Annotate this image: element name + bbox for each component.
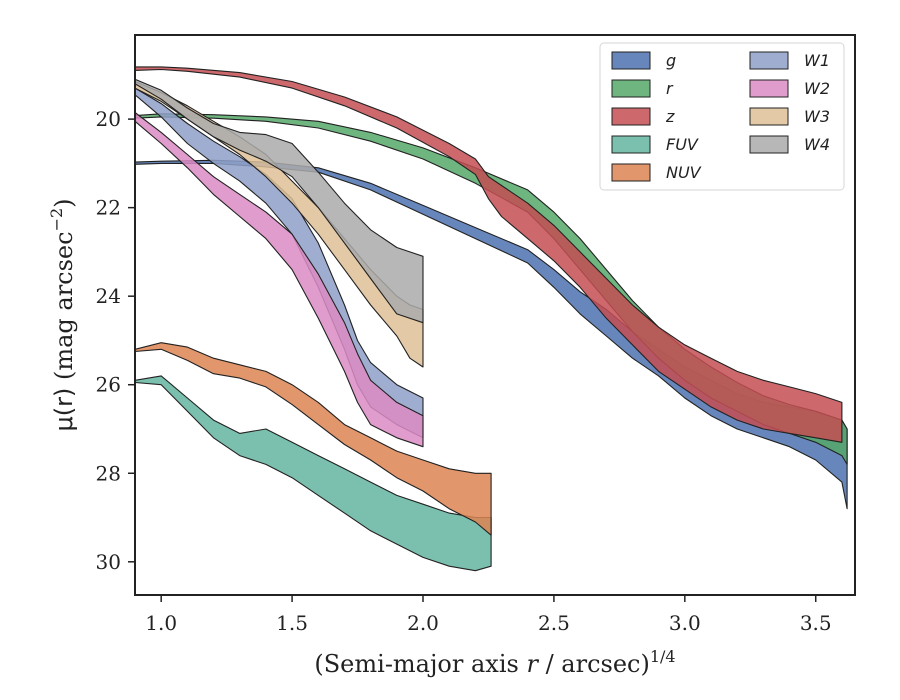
y-tick-label: 24 — [96, 284, 121, 308]
legend-swatch — [611, 135, 651, 154]
x-axis-title-exponent: 1/4 — [650, 647, 676, 666]
legend: grz FUV NUV W1 W2 W3 W4 — [599, 42, 845, 191]
series-bands — [135, 66, 848, 572]
legend-swatch — [611, 79, 651, 98]
band-w2 — [135, 111, 424, 448]
x-tick-label: 2.0 — [407, 611, 439, 635]
legend-swatch — [749, 79, 789, 98]
y-axis-title-exponent: −2 — [47, 208, 66, 232]
legend-label: W1 — [804, 51, 830, 70]
x-axis-title: (Semi-major axis r / arcsec)1/4 — [314, 647, 675, 678]
legend-label: z — [665, 107, 675, 126]
plot-area — [134, 34, 856, 596]
legend-label: W3 — [804, 107, 830, 126]
y-tick-label: 22 — [96, 196, 121, 220]
legend-label: r — [666, 79, 674, 98]
x-axis-title-var: r — [526, 650, 539, 678]
y-tick-label: 30 — [96, 550, 121, 574]
band-z — [135, 66, 843, 443]
legend-swatch — [749, 51, 789, 70]
y-tick-label: 28 — [96, 461, 121, 485]
x-tick-label: 2.5 — [538, 611, 570, 635]
legend-swatch — [749, 107, 789, 126]
legend-label: W4 — [804, 135, 830, 154]
legend-label: NUV — [666, 163, 702, 182]
x-tick-label: 1.0 — [145, 611, 177, 635]
y-axis-title-close: ) — [50, 198, 78, 207]
y-axis-ticks: 20 22 24 26 28 30 — [96, 107, 135, 574]
x-axis-title-unit: / arcsec) — [546, 650, 650, 678]
band-nuv — [135, 342, 492, 536]
x-tick-label: 3.0 — [669, 611, 701, 635]
legend-swatch — [749, 135, 789, 154]
x-axis-title-text: (Semi-major axis — [314, 650, 518, 678]
legend-swatch — [611, 51, 651, 70]
y-axis-title: μ(r) (mag arcsec−2) — [47, 198, 78, 431]
y-tick-label: 26 — [96, 373, 121, 397]
plot-frame — [134, 34, 856, 596]
legend-label: FUV — [666, 135, 699, 154]
x-axis-ticks: 1.0 1.5 2.0 2.5 3.0 3.5 — [145, 595, 832, 635]
y-tick-label: 20 — [96, 107, 121, 131]
band-g — [135, 159, 848, 510]
legend-swatch — [611, 107, 651, 126]
y-axis-title-symbol: μ(r) — [50, 388, 78, 432]
legend-label: g — [666, 51, 676, 70]
legend-label: W2 — [804, 79, 830, 98]
y-axis-title-unit: (mag arcsec — [50, 231, 78, 380]
x-tick-label: 3.5 — [800, 611, 832, 635]
band-w4 — [135, 78, 424, 324]
legend-swatch — [611, 163, 651, 182]
band-fuv — [135, 375, 492, 572]
x-tick-label: 1.5 — [276, 611, 308, 635]
